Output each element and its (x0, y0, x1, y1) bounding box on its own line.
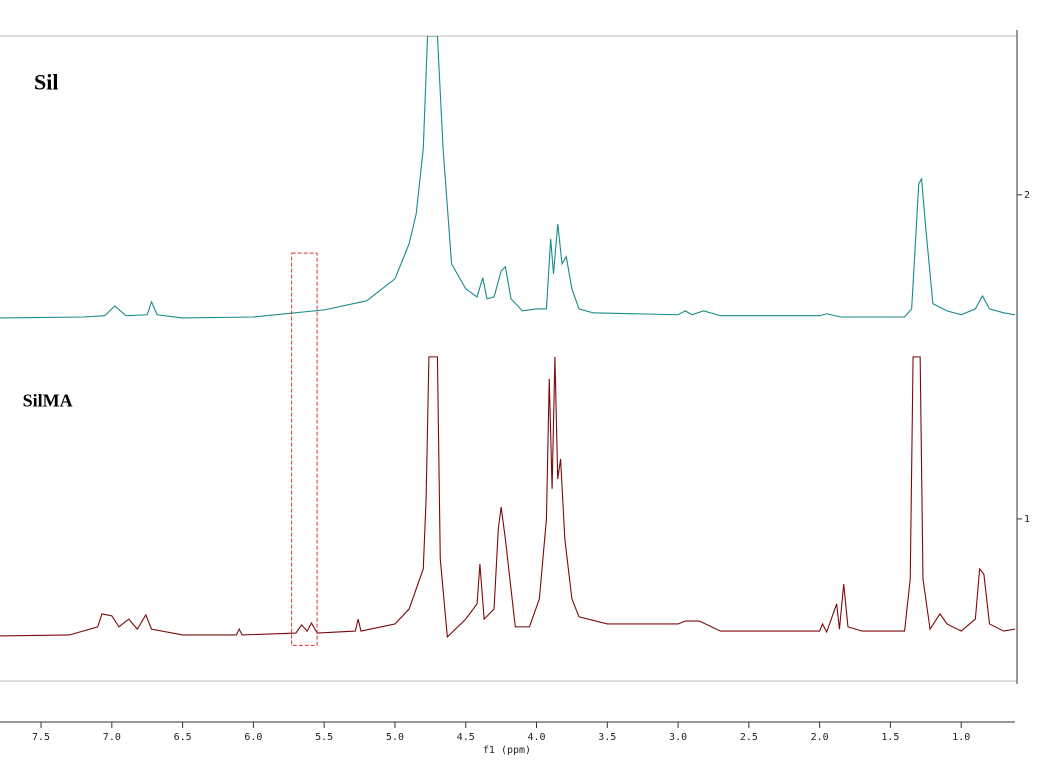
x-axis-label: f1 (ppm) (483, 745, 531, 756)
x-tick-label: 1.5 (881, 732, 899, 743)
x-tick-label: 5.5 (315, 732, 333, 743)
spectrum-line (0, 356, 1016, 639)
spectrum-line (0, 36, 1016, 319)
y-tick-label: 2 (1024, 190, 1030, 201)
x-tick-label: 1.0 (952, 732, 970, 743)
x-tick-label: 4.5 (457, 732, 475, 743)
plot-area (0, 36, 1016, 639)
x-tick-label: 5.0 (386, 732, 404, 743)
x-tick-label: 6.0 (244, 732, 262, 743)
x-tick-label: 6.5 (174, 732, 192, 743)
y-tick-label: 1 (1024, 514, 1030, 525)
x-tick-label: 4.0 (527, 732, 545, 743)
x-tick-label: 2.5 (740, 732, 758, 743)
annotation: Sil (34, 70, 58, 95)
annotation: SilMA (23, 390, 73, 410)
x-tick-label: 2.0 (811, 732, 829, 743)
x-tick-label: 7.5 (32, 732, 50, 743)
highlight-box (291, 252, 318, 646)
x-tick-label: 3.0 (669, 732, 687, 743)
x-tick-label: 7.0 (103, 732, 121, 743)
x-tick-label: 3.5 (598, 732, 616, 743)
